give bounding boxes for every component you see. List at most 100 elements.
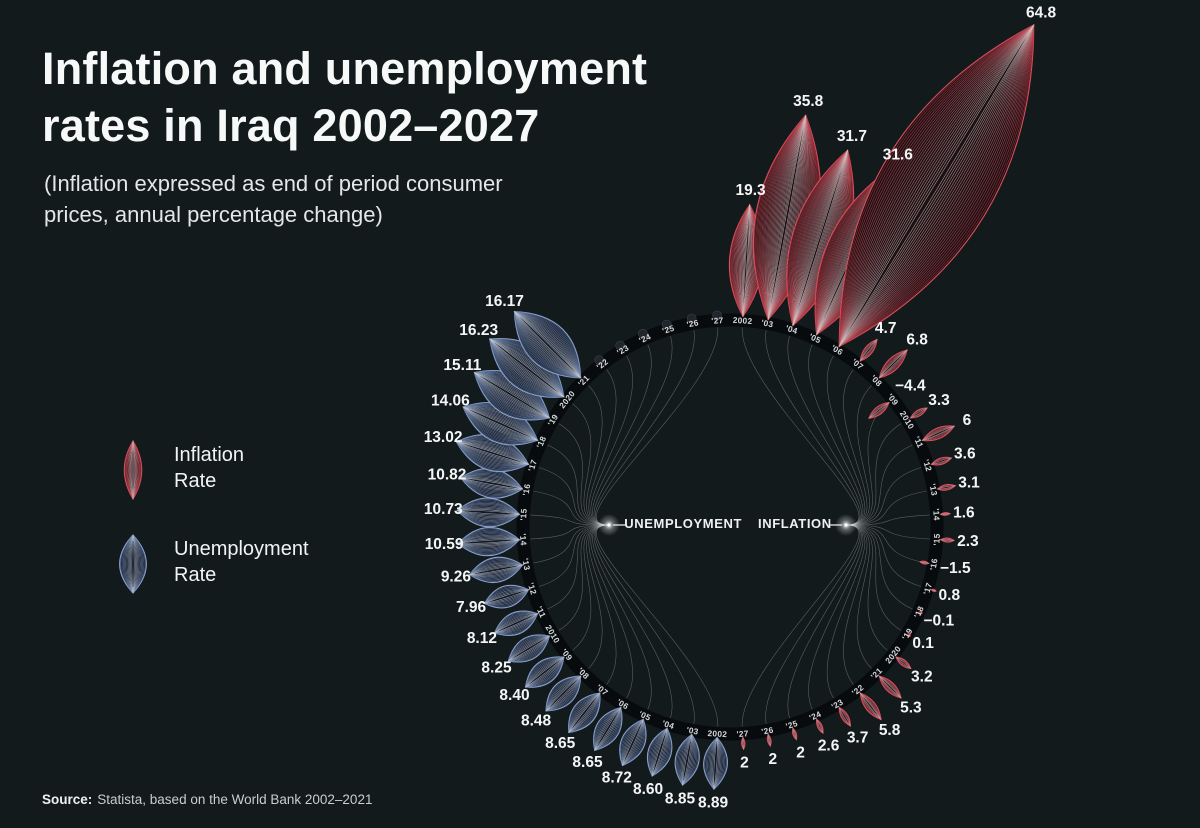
petal-inflation-2014 — [939, 512, 951, 516]
value-label-inflation-2007: 4.7 — [875, 320, 897, 337]
year-label-right-04: '04 — [784, 323, 799, 336]
petal-unemployment-2002 — [703, 736, 728, 791]
source-text: Statista, based on the World Bank 2002–2… — [97, 792, 373, 807]
value-label-inflation-2002: 19.3 — [736, 182, 767, 199]
petal-unemployment-2008 — [545, 675, 582, 712]
petal-inflation-2026 — [766, 733, 772, 747]
petal-inflation-2004 — [786, 149, 855, 327]
year-label-left-12: '12 — [526, 581, 539, 596]
no-data-dot-2002-series — [594, 355, 605, 366]
petal-unemployment-2012 — [483, 584, 530, 609]
petal-inflation-2024 — [816, 718, 824, 735]
petal-inflation-2013 — [936, 483, 957, 491]
no-data-dot-2002-series — [686, 313, 697, 324]
petal-inflation-2012 — [930, 456, 953, 466]
year-label-left-24: '24 — [637, 331, 652, 345]
year-label-left-11: '11 — [534, 605, 548, 620]
value-label-unemployment-2005: 8.72 — [602, 770, 632, 787]
year-label-left-26: '26 — [686, 317, 700, 329]
value-label-inflation-2004: 31.7 — [837, 128, 867, 145]
value-label-unemployment-2003: 8.85 — [665, 790, 696, 807]
legend-label-inflation: Inflation Rate — [174, 444, 245, 492]
unemployment-petals — [455, 310, 728, 791]
value-label-unemployment-2006: 8.65 — [572, 754, 603, 771]
value-label-unemployment-2007: 8.65 — [545, 735, 576, 752]
unemployment-value-labels: 8.898.858.608.728.658.658.488.408.258.12… — [424, 293, 729, 811]
petal-inflation-2009 — [868, 401, 890, 419]
value-label-inflation-2010: 3.3 — [928, 392, 950, 409]
value-label-inflation-2016: −1.5 — [940, 560, 971, 577]
legend-item-inflation: Inflation Rate — [116, 438, 309, 502]
year-label-right-26: '26 — [761, 725, 775, 737]
petal-inflation-2020 — [895, 656, 912, 670]
no-data-dot-2002-series — [638, 328, 648, 339]
title-line-1: Inflation and unemployment — [42, 43, 648, 94]
hub-point — [844, 523, 848, 527]
petal-inflation-2015 — [939, 537, 955, 543]
petal-inflation-2025 — [791, 727, 798, 741]
year-label-right-15: '15 — [931, 533, 942, 546]
value-label-inflation-2021: 5.3 — [900, 699, 922, 716]
value-label-inflation-2006: 64.8 — [1026, 5, 1057, 22]
petal-0-2018 — [918, 610, 923, 615]
value-label-unemployment-2004: 8.60 — [633, 781, 663, 798]
year-labels: 2002'03'04'05'06'07'08'092010'11'12'13'1… — [518, 315, 942, 739]
value-label-unemployment-2014: 10.59 — [425, 536, 464, 553]
inflation-petals — [728, 23, 1035, 751]
petal-inflation-2010 — [909, 407, 928, 419]
value-label-unemployment-2013: 9.26 — [441, 569, 472, 586]
value-label-inflation-2022: 5.8 — [879, 722, 901, 739]
value-label-inflation-2020: 3.2 — [911, 669, 933, 686]
year-ring — [516, 313, 944, 741]
petal-inflation-2016 — [919, 560, 930, 565]
legend-petal — [123, 439, 143, 501]
year-label-left-13: '13 — [520, 557, 532, 571]
value-label-inflation-2012: 3.6 — [954, 445, 976, 462]
petal-unemployment-2015 — [456, 497, 521, 528]
value-label-inflation-2009: −4.4 — [895, 377, 926, 394]
value-label-inflation-2025: 2 — [796, 744, 805, 761]
hub-connector-lines — [530, 327, 930, 727]
petal-inflation-2022 — [859, 692, 882, 721]
year-label-left-27: '27 — [711, 315, 724, 326]
value-label-unemployment-2021: 16.17 — [485, 293, 524, 310]
petal-inflation-2011 — [921, 425, 956, 442]
year-label-right-13: '13 — [928, 483, 940, 497]
hub-point — [607, 523, 611, 527]
year-label-right-12: '12 — [921, 458, 934, 473]
value-label-inflation-2003: 35.8 — [793, 93, 824, 110]
petal-unemployment-2019 — [473, 370, 551, 421]
year-label-right-17: '17 — [921, 581, 934, 596]
petal-unemployment-2009 — [524, 656, 565, 688]
inflation-value-labels: 19.3 35.8 31.7 31.6 64.8 4.7 6.8 −4.43.3 6 3.6 3.1… — [736, 5, 1057, 772]
year-label-right-2002: 2002 — [732, 315, 752, 326]
petal-inflation-2007 — [859, 338, 878, 362]
petal-unemployment-2013 — [468, 556, 524, 583]
value-label-inflation-2013: 3.1 — [958, 475, 980, 492]
value-label-unemployment-2010: 8.25 — [481, 660, 512, 677]
subtitle: (Inflation expressed as end of period co… — [44, 168, 503, 230]
value-label-unemployment-2020: 16.23 — [459, 322, 498, 339]
legend: Inflation Rate Unemployment Rate — [116, 438, 309, 626]
petal-unemployment-2005 — [619, 718, 647, 767]
year-label-right-03: '03 — [761, 317, 775, 329]
petal-unemployment-2010 — [507, 634, 551, 663]
year-label-right-24: '24 — [808, 709, 823, 723]
petal-unemployment-2007 — [568, 692, 601, 734]
petal-unemployment-2021 — [513, 310, 582, 379]
value-label-unemployment-2008: 8.48 — [521, 712, 552, 729]
petal-unemployment-2016 — [459, 468, 524, 499]
petal-unemployment-2004 — [646, 727, 673, 777]
no-data-dot-2002-series — [615, 340, 626, 351]
petal-inflation-2021 — [878, 675, 902, 699]
year-label-left-14: '14 — [518, 533, 529, 546]
value-label-unemployment-2017: 13.02 — [424, 429, 463, 446]
year-label-right-05: '05 — [808, 331, 823, 345]
petal-inflation-2006 — [838, 23, 1035, 348]
value-label-inflation-2015: 2.3 — [957, 533, 979, 550]
year-label-right-14: '14 — [931, 508, 942, 521]
year-label-right-25: '25 — [784, 718, 799, 731]
petal-inflation-2023 — [838, 706, 851, 727]
